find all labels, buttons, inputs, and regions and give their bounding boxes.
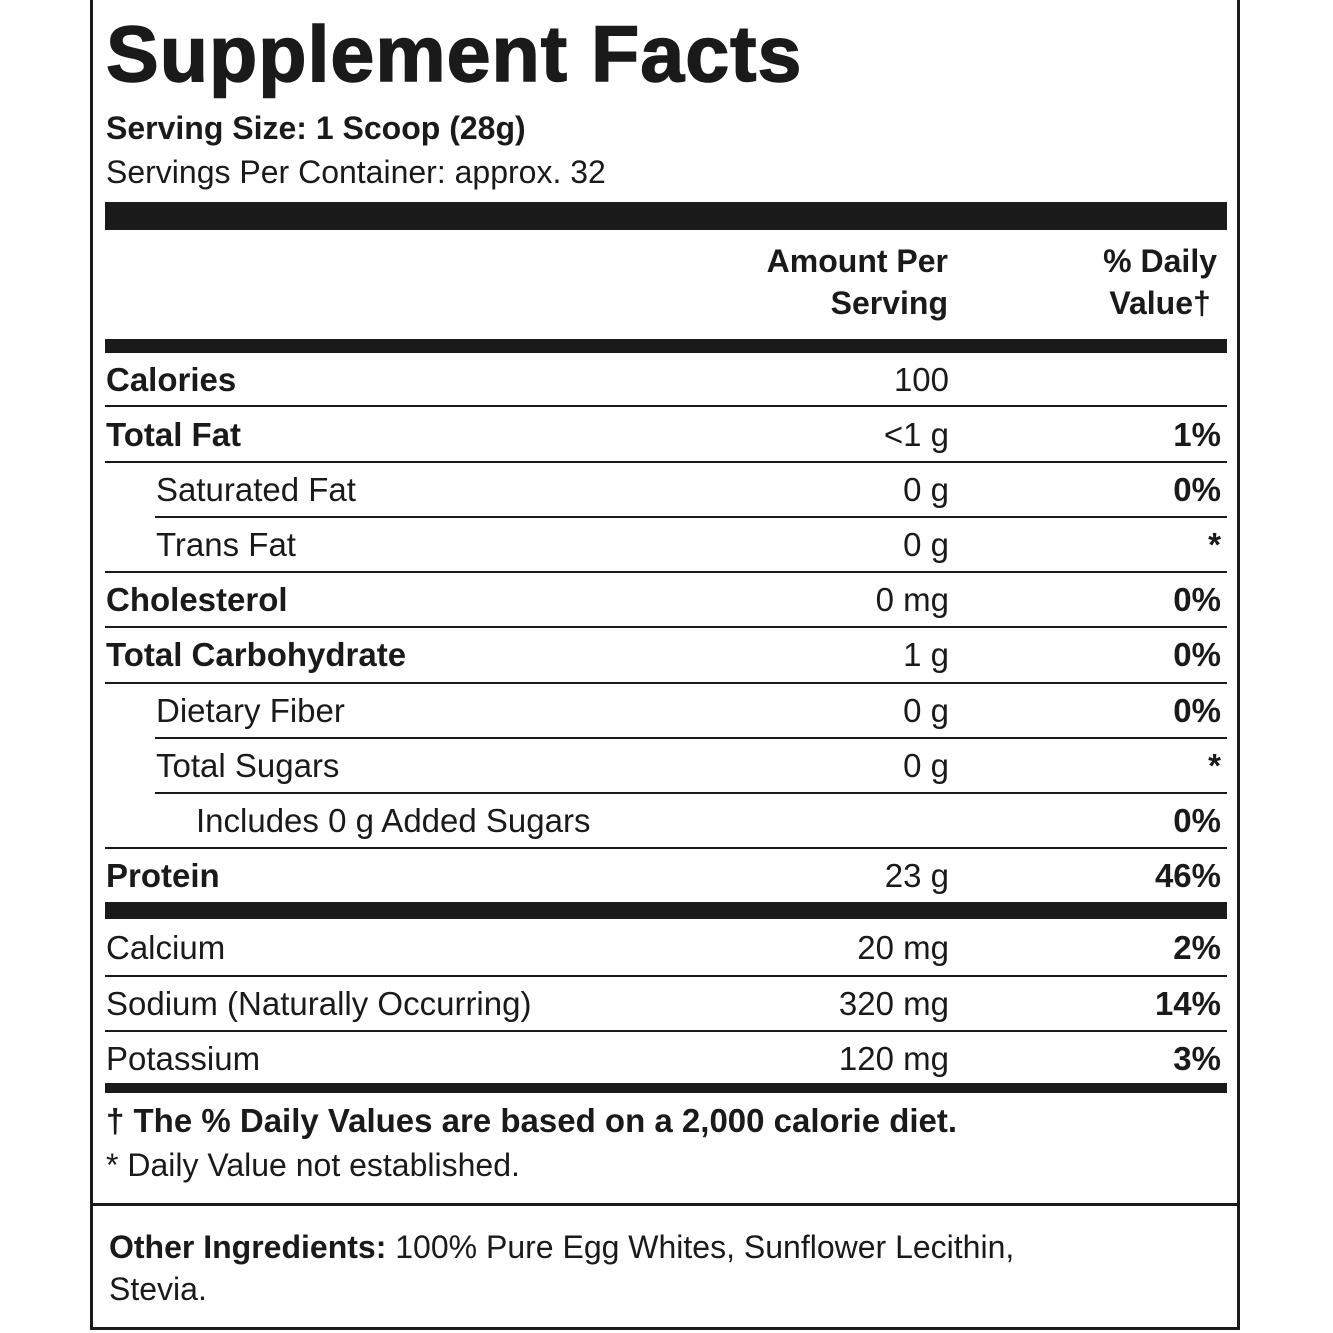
nutrient-name: Protein (106, 857, 220, 894)
row-divider (105, 405, 1227, 407)
row-divider (105, 461, 1227, 463)
nutrient-row: Includes 0 g Added Sugars 0% (105, 794, 1225, 848)
nutrient-row: Cholesterol 0 mg 0% (105, 573, 1225, 627)
not-established-footnote: * Daily Value not established. (106, 1147, 520, 1183)
nutrient-amount: 120 mg (838, 1040, 949, 1077)
nutrient-dv: 3% (1173, 1040, 1221, 1077)
amount-header-line2: Serving (830, 285, 948, 322)
nutrient-row: Protein 23 g 46% (105, 849, 1225, 903)
row-divider (105, 1030, 1227, 1032)
other-ingredients: Other Ingredients: 100% Pure Egg Whites,… (109, 1227, 1109, 1310)
ingredients-divider (90, 1203, 1240, 1206)
row-divider (105, 626, 1227, 628)
row-divider (105, 682, 1227, 684)
nutrient-dv: * (1208, 526, 1221, 563)
nutrient-dv: 46% (1154, 857, 1221, 894)
nutrient-row: Total Carbohydrate 1 g 0% (105, 628, 1225, 682)
nutrient-amount: 0 g (903, 692, 949, 729)
nutrient-amount: <1 g (883, 416, 949, 453)
label-title: Supplement Facts (105, 9, 803, 98)
nutrient-name: Includes 0 g Added Sugars (196, 802, 591, 839)
nutrient-row: Calcium 20 mg 2% (105, 921, 1225, 975)
nutrient-name: Cholesterol (106, 581, 288, 618)
nutrient-name: Calcium (106, 929, 226, 966)
dv-header-line2: Value† (1109, 285, 1211, 322)
nutrient-row: Dietary Fiber 0 g 0% (105, 684, 1225, 738)
top-thick-bar (105, 202, 1227, 230)
row-divider (105, 975, 1227, 977)
nutrient-dv: 0% (1173, 636, 1221, 673)
nutrient-amount: 0 g (903, 526, 949, 563)
nutrient-name: Trans Fat (156, 526, 296, 563)
nutrient-row: Trans Fat 0 g * (105, 518, 1225, 572)
nutrient-dv: 0% (1173, 581, 1221, 618)
nutrient-amount: 1 g (903, 636, 949, 673)
daily-value-header: % Daily Value† (1103, 240, 1217, 324)
nutrient-name: Sodium (Naturally Occurring) (106, 985, 532, 1022)
nutrient-dv: 2% (1173, 929, 1221, 966)
row-divider (105, 847, 1227, 849)
serving-size: Serving Size: 1 Scoop (28g) (106, 110, 526, 146)
nutrient-row: Saturated Fat 0 g 0% (105, 463, 1225, 517)
nutrient-amount: 20 mg (857, 929, 949, 966)
nutrient-amount: 320 mg (838, 985, 949, 1022)
row-divider (155, 792, 1227, 794)
nutrient-row: Potassium 120 mg 3% (105, 1032, 1225, 1086)
nutrient-row: Sodium (Naturally Occurring) 320 mg 14% (105, 977, 1225, 1031)
nutrient-amount: 23 g (884, 857, 949, 894)
nutrient-dv: 0% (1173, 802, 1221, 839)
nutrient-name: Total Fat (106, 416, 242, 453)
nutrient-amount: 100 (893, 361, 949, 398)
nutrient-dv: 0% (1173, 471, 1221, 508)
nutrient-name: Total Carbohydrate (106, 636, 407, 673)
dv-header-line1: % Daily (1103, 243, 1217, 279)
supplement-facts-panel (90, 0, 1240, 1330)
amount-per-serving-header: Amount Per Serving (767, 240, 948, 324)
footer-thick-bar (105, 1083, 1227, 1093)
nutrient-amount: 0 g (903, 747, 949, 784)
nutrient-dv: 0% (1173, 692, 1221, 729)
nutrient-row: Total Fat <1 g 1% (105, 408, 1225, 462)
nutrient-amount: 0 g (903, 471, 949, 508)
other-ingredients-label: Other Ingredients: (109, 1229, 387, 1265)
nutrient-amount: 0 mg (875, 581, 949, 618)
nutrient-name: Potassium (106, 1040, 261, 1077)
other-ingredients-text: 100% Pure Egg Whites, Sunflower Lecithin… (109, 1229, 1015, 1307)
header-thick-bar (105, 339, 1227, 353)
row-divider (155, 516, 1227, 518)
daily-value-footnote: † The % Daily Values are based on a 2,00… (106, 1102, 958, 1139)
row-divider (155, 737, 1227, 739)
macro-mineral-thick-bar (105, 902, 1227, 919)
nutrient-row: Total Sugars 0 g * (105, 739, 1225, 793)
row-divider (105, 571, 1227, 573)
nutrient-name: Dietary Fiber (156, 692, 345, 729)
nutrient-name: Saturated Fat (156, 471, 356, 508)
amount-header-line1: Amount Per (766, 243, 948, 279)
nutrient-name: Calories (106, 361, 237, 398)
nutrient-dv: * (1208, 747, 1221, 784)
nutrient-dv: 14% (1154, 985, 1221, 1022)
servings-per-container: Servings Per Container: approx. 32 (106, 154, 606, 190)
nutrient-dv: 1% (1173, 416, 1221, 453)
nutrient-row: Calories 100 (105, 353, 1225, 407)
nutrient-name: Total Sugars (156, 747, 340, 784)
